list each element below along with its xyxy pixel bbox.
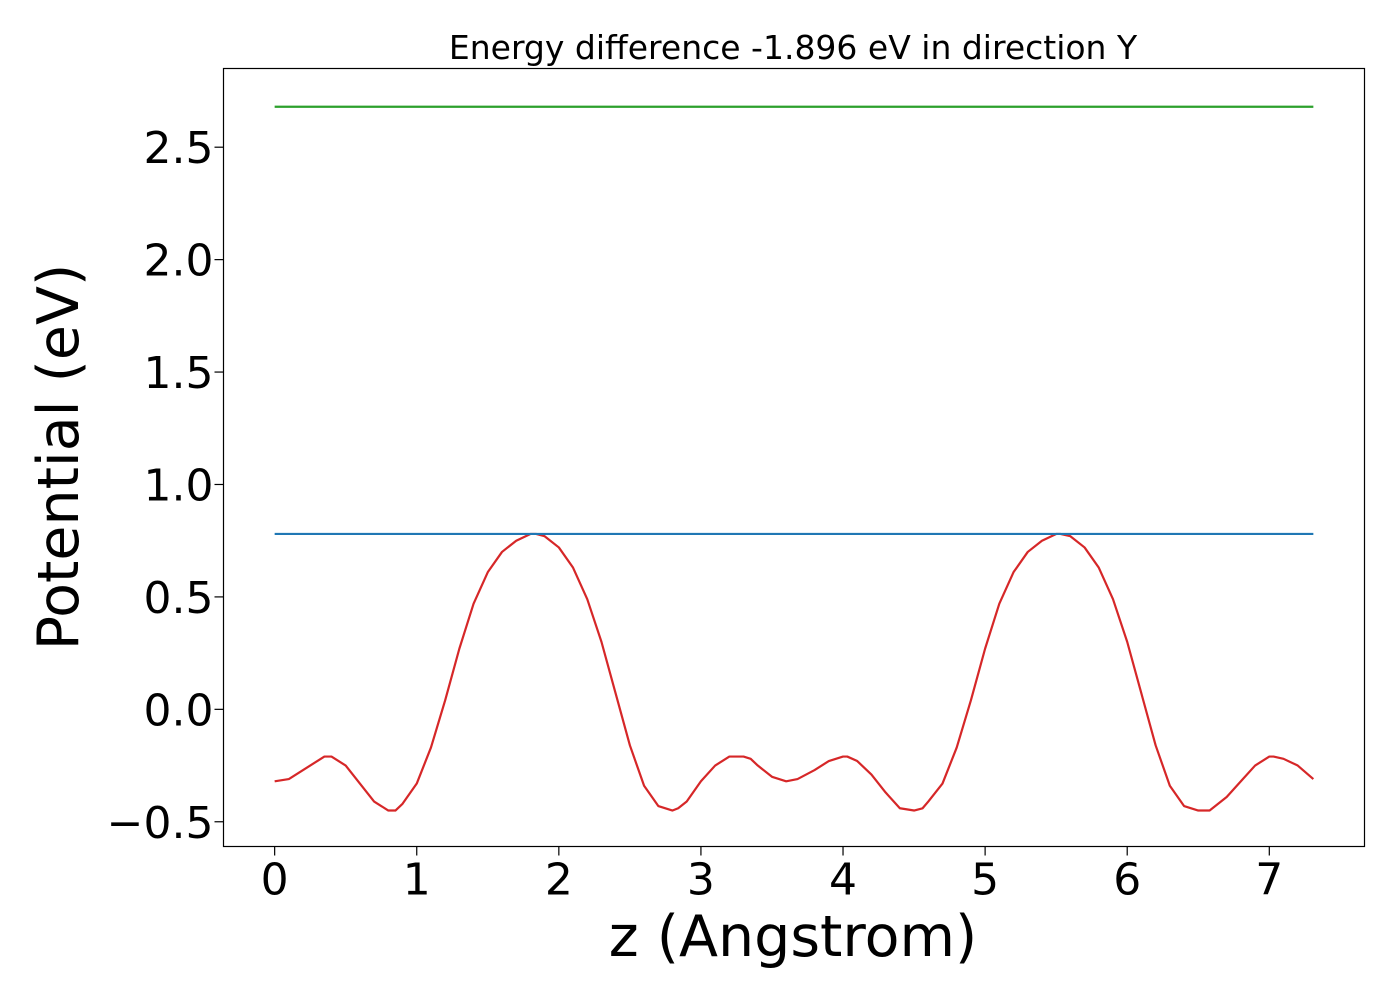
series-layer bbox=[274, 105, 1315, 812]
y-tick-label: 0.5 bbox=[144, 573, 214, 624]
x-tick-label: 7 bbox=[1255, 855, 1283, 906]
y-tick-label: 2.5 bbox=[144, 123, 214, 174]
x-tick-label: 0 bbox=[261, 855, 289, 906]
x-tick-label: 5 bbox=[971, 855, 999, 906]
y-axis-title: Potential (eV) bbox=[26, 264, 92, 650]
y-axis: −0.5 0.0 0.5 1.0 1.5 2.0 2.5 bbox=[107, 123, 224, 849]
x-tick-label: 4 bbox=[829, 855, 857, 906]
y-tick-label: −0.5 bbox=[107, 798, 214, 849]
y-tick-label: 1.0 bbox=[144, 460, 214, 511]
y-tick-label: 2.0 bbox=[144, 236, 214, 287]
x-axis-title: z (Angstrom) bbox=[609, 904, 977, 970]
y-tick-label: 0.0 bbox=[144, 685, 214, 736]
x-axis: 0 1 2 3 4 5 6 7 bbox=[261, 846, 1283, 906]
plot-frame bbox=[222, 67, 1366, 848]
x-tick-label: 2 bbox=[545, 855, 573, 906]
x-tick-label: 1 bbox=[403, 855, 431, 906]
y-tick-label: 1.5 bbox=[144, 348, 214, 399]
chart-title: Energy difference -1.896 eV in direction… bbox=[449, 28, 1138, 67]
series-line-0 bbox=[274, 532, 1315, 812]
x-tick-label: 3 bbox=[687, 855, 715, 906]
x-tick-label: 6 bbox=[1113, 855, 1141, 906]
